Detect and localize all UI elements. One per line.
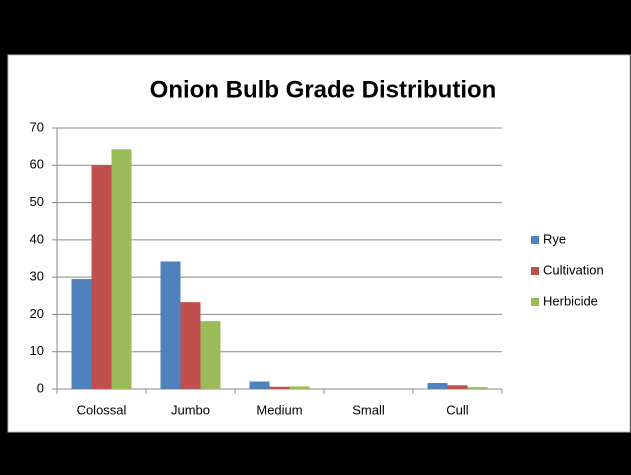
bar [269,386,290,389]
y-tick-label: 60 [30,157,44,172]
legend-swatch [531,267,539,275]
bar [91,165,112,389]
chart-title: Onion Bulb Grade Distribution [150,76,497,103]
y-tick-label: 30 [30,269,44,284]
legend-swatch [531,236,539,244]
x-tick-label: Colossal [77,402,127,417]
y-tick-label: 50 [30,194,44,209]
legend-swatch [531,298,539,306]
legend-label: Herbicide [543,293,598,308]
bar [200,321,221,389]
bar [427,383,448,389]
x-tick-label: Jumbo [171,402,210,417]
bar [249,381,270,389]
x-tick-label: Cull [446,402,469,417]
x-tick-label: Medium [256,402,302,417]
y-tick-label: 70 [30,119,44,134]
bar [447,385,468,389]
bar [160,261,181,389]
y-tick-label: 20 [30,306,44,321]
legend-label: Cultivation [543,262,604,277]
bar [467,387,488,389]
bar [289,386,310,389]
bar [111,149,132,389]
y-tick-label: 40 [30,231,44,246]
x-tick-label: Small [352,402,385,417]
y-tick-label: 0 [37,380,44,395]
bar [180,302,201,389]
y-tick-label: 10 [30,343,44,358]
bar [71,279,92,389]
legend-label: Rye [543,231,566,246]
